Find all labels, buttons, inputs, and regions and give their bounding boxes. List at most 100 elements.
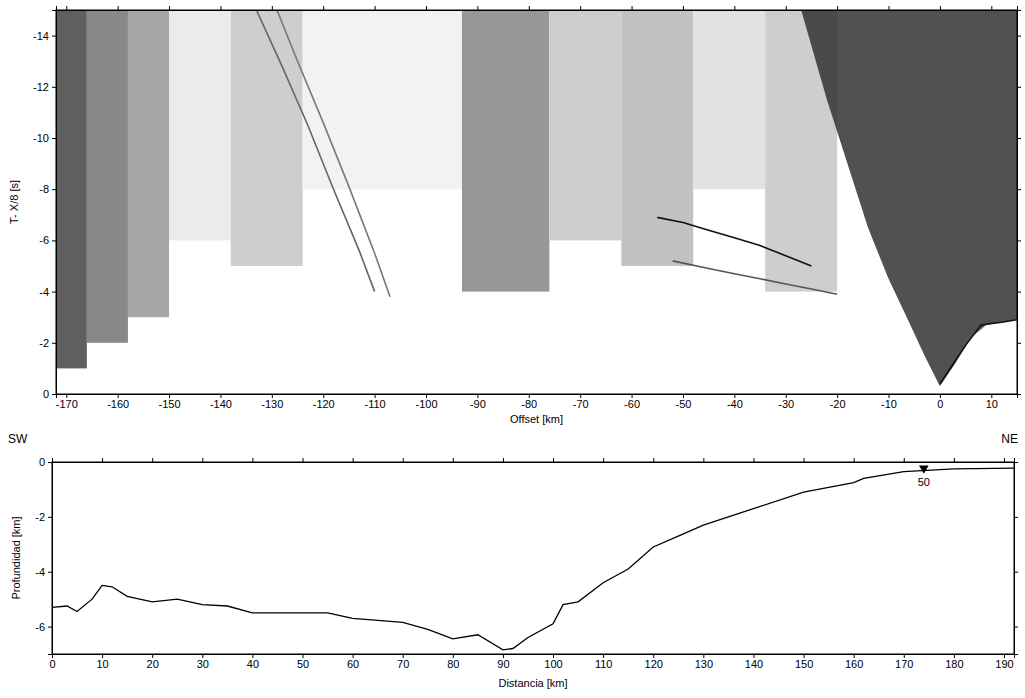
tick-mark xyxy=(48,627,52,628)
tick-mark xyxy=(889,6,890,10)
tick-label: -100 xyxy=(415,398,437,410)
tick: -10 xyxy=(33,132,56,144)
tick-label: -20 xyxy=(830,398,846,410)
tick-label: 140 xyxy=(745,658,763,670)
tick xyxy=(632,6,633,10)
tick xyxy=(403,458,404,462)
tick: 70 xyxy=(397,654,409,670)
tick xyxy=(220,6,221,10)
tick-label: 0 xyxy=(39,456,45,468)
tick-label: -130 xyxy=(261,398,283,410)
phase-line xyxy=(256,10,374,292)
tick-label: 0 xyxy=(937,398,943,410)
tick: 120 xyxy=(645,654,663,670)
tick-mark xyxy=(102,458,103,462)
tick-mark xyxy=(353,458,354,462)
direction-label: SW xyxy=(8,432,28,446)
tick-mark xyxy=(1017,87,1021,88)
tick: -14 xyxy=(33,30,56,42)
tick: 80 xyxy=(447,654,459,670)
axis-line xyxy=(53,458,1015,463)
tick-label: -14 xyxy=(33,30,49,42)
y-axis-title: T- X/8 [s] xyxy=(8,180,20,224)
tick: -2 xyxy=(39,337,56,349)
tick-label: -120 xyxy=(313,398,335,410)
tick xyxy=(991,6,992,10)
tick-label: -4 xyxy=(39,286,49,298)
tick xyxy=(303,458,304,462)
phase-line xyxy=(940,320,1017,384)
xticks-axis: -170-160-150-140-130-120-110-100-90-80-7… xyxy=(56,394,1018,410)
tick xyxy=(1017,240,1021,241)
tick xyxy=(1004,458,1005,462)
tick-mark xyxy=(653,458,654,462)
tick xyxy=(580,6,581,10)
tick xyxy=(272,6,273,10)
tick-mark xyxy=(220,6,221,10)
plot-frame xyxy=(56,10,1017,394)
tick-label: -6 xyxy=(39,234,49,246)
tick xyxy=(854,458,855,462)
station-label: 50 xyxy=(918,476,930,488)
tick xyxy=(1014,462,1018,463)
tick-label: -2 xyxy=(35,511,45,523)
axis-line xyxy=(48,463,53,655)
figure: -170-160-150-140-130-120-110-100-90-80-7… xyxy=(0,0,1025,698)
tick-label: -160 xyxy=(107,398,129,410)
axis-line xyxy=(1018,11,1022,395)
tick-mark xyxy=(323,6,324,10)
tick xyxy=(1017,138,1021,139)
amplitude-cell xyxy=(693,10,765,189)
tick-label: -12 xyxy=(33,81,49,93)
tick-mark xyxy=(553,458,554,462)
tick-label: 0 xyxy=(43,388,49,400)
tick-mark xyxy=(1014,517,1018,518)
tick-label: -30 xyxy=(778,398,794,410)
tick-label: -90 xyxy=(470,398,486,410)
tick xyxy=(453,458,454,462)
tick: -140 xyxy=(210,394,232,410)
tick xyxy=(1014,517,1018,518)
tick-mark xyxy=(477,6,478,10)
tick: 170 xyxy=(895,654,913,670)
tick xyxy=(954,458,955,462)
tick: 140 xyxy=(745,654,763,670)
plot-frame xyxy=(52,462,1014,654)
station-marker xyxy=(919,465,929,473)
tick-label: 100 xyxy=(544,658,562,670)
axis-line xyxy=(52,11,57,395)
tick: -90 xyxy=(470,394,486,410)
tick-label: 180 xyxy=(945,658,963,670)
tick-mark xyxy=(48,462,52,463)
tick xyxy=(603,458,604,462)
tick: -170 xyxy=(56,394,78,410)
tick xyxy=(52,458,53,462)
tick-mark xyxy=(1017,138,1021,139)
tick-mark xyxy=(603,458,604,462)
tick: 190 xyxy=(995,654,1013,670)
tick xyxy=(323,6,324,10)
tick: -6 xyxy=(35,621,52,633)
amplitude-cell xyxy=(549,10,621,240)
tick: 90 xyxy=(497,654,509,670)
direction-label: NE xyxy=(1001,432,1018,446)
tick xyxy=(1017,394,1021,395)
tick xyxy=(1014,627,1018,628)
tick xyxy=(169,6,170,10)
tick-mark xyxy=(1004,458,1005,462)
tick-mark xyxy=(1014,627,1018,628)
phase-line xyxy=(277,10,390,297)
amplitude-cell xyxy=(621,10,693,266)
xticks-axis: 0102030405060708090100110120130140150160… xyxy=(49,654,1014,670)
amplitude-cell xyxy=(87,10,128,343)
tick xyxy=(1017,292,1021,293)
tick: 150 xyxy=(795,654,813,670)
tick xyxy=(252,458,253,462)
tick-mark xyxy=(272,6,273,10)
tick: 0 xyxy=(39,456,52,468)
tick xyxy=(786,6,787,10)
tick: -2 xyxy=(35,511,52,523)
tick-mark xyxy=(734,6,735,10)
tick: 160 xyxy=(845,654,863,670)
tick xyxy=(529,6,530,10)
